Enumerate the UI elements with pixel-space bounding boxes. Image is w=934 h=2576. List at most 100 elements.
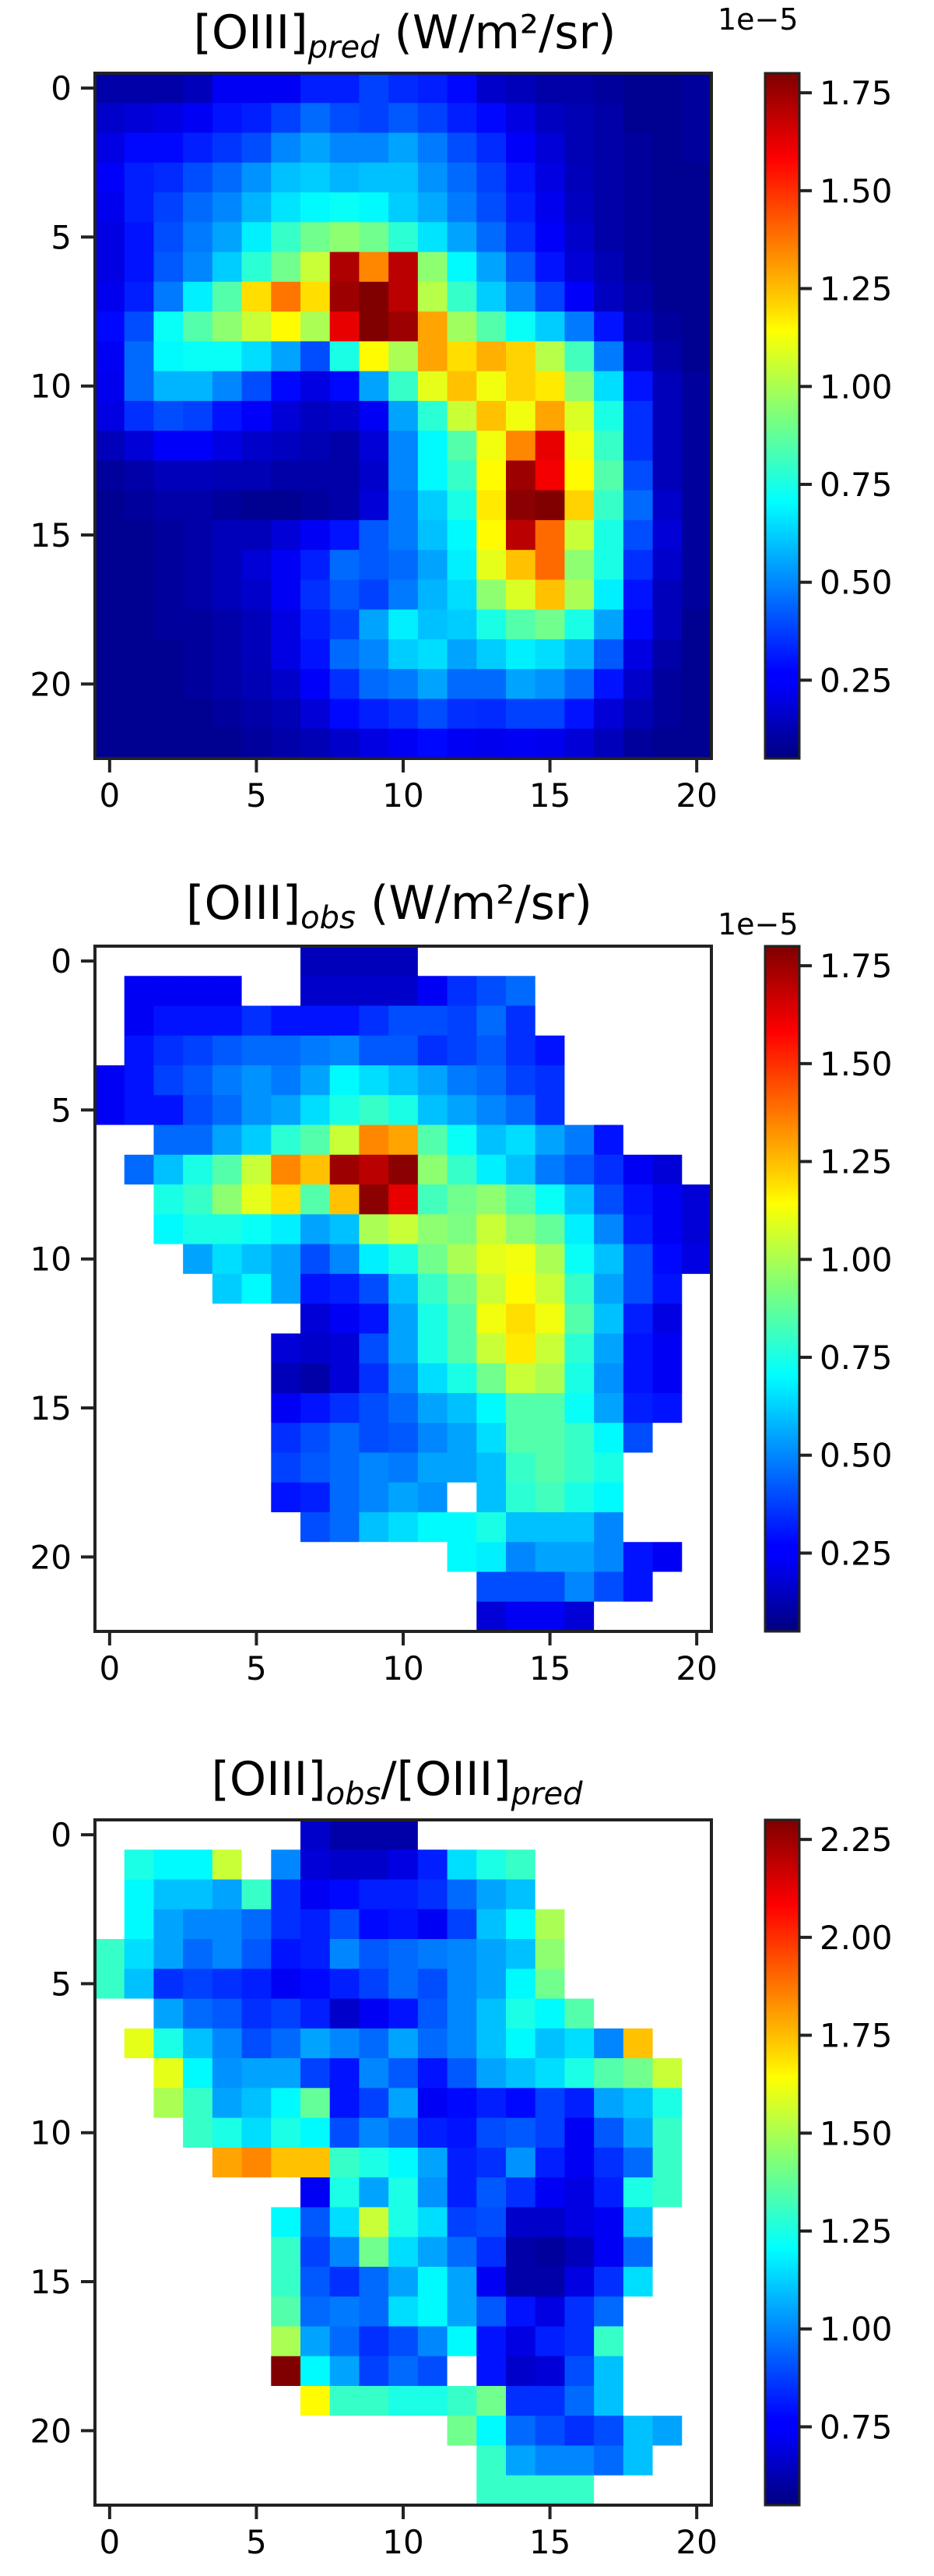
heatmap-cell xyxy=(506,1154,536,1185)
heatmap-cell xyxy=(535,103,566,134)
heatmap-cell xyxy=(300,2385,331,2416)
heatmap-cell xyxy=(388,1214,419,1245)
heatmap-cell xyxy=(241,371,272,402)
heatmap-cell xyxy=(212,2028,243,2059)
heatmap-cell-empty xyxy=(682,1571,712,1603)
heatmap-cell xyxy=(447,1998,477,2029)
heatmap-cell xyxy=(124,341,155,372)
heatmap-cell xyxy=(329,2028,360,2059)
heatmap-cell xyxy=(476,1849,507,1881)
heatmap-cell xyxy=(388,1939,419,1969)
heatmap-cell-empty xyxy=(594,1035,624,1066)
heatmap-cell xyxy=(447,2117,477,2148)
heatmap-cell xyxy=(241,1124,272,1156)
heatmap-cell-empty xyxy=(682,1849,712,1881)
heatmap-cell xyxy=(212,400,243,431)
heatmap-cell xyxy=(506,1879,536,1910)
heatmap-cell xyxy=(476,1184,507,1215)
heatmap-cell-empty xyxy=(124,2416,155,2447)
heatmap-cell xyxy=(300,162,331,193)
heatmap-cell xyxy=(476,2028,507,2059)
heatmap-cell xyxy=(124,132,155,164)
colorbar-tick-label: 1.75 xyxy=(820,74,893,112)
heatmap-cell xyxy=(564,519,595,551)
heatmap-cell xyxy=(183,609,213,640)
heatmap-cell xyxy=(359,669,389,700)
heatmap-cell xyxy=(447,1304,477,1334)
heatmap-cell xyxy=(212,2147,243,2178)
heatmap-cell xyxy=(300,1998,331,2029)
heatmap-cell xyxy=(153,281,184,312)
heatmap-cell xyxy=(447,2088,477,2119)
heatmap-cell xyxy=(329,222,360,253)
heatmap-cell xyxy=(594,519,624,551)
heatmap-cell xyxy=(564,1511,595,1543)
heatmap-cell xyxy=(594,2117,624,2148)
heatmap-cell xyxy=(271,550,301,581)
heatmap-cell xyxy=(153,1909,184,1940)
colorbar-tick-label: 0.75 xyxy=(820,2408,893,2446)
heatmap-cell-empty xyxy=(417,2475,448,2506)
heatmap-cell-empty xyxy=(95,1392,125,1423)
heatmap-cell xyxy=(241,1998,272,2029)
heatmap-cell xyxy=(359,162,389,193)
heatmap-cell xyxy=(417,1244,448,1275)
heatmap-cell xyxy=(564,252,595,283)
heatmap-cell xyxy=(623,2177,654,2208)
heatmap-cell xyxy=(300,222,331,253)
heatmap-cell xyxy=(506,400,536,431)
heatmap-cell xyxy=(359,222,389,253)
heatmap-cell xyxy=(329,2088,360,2119)
heatmap-cell xyxy=(388,2266,419,2297)
heatmap-cell-empty xyxy=(359,1542,389,1573)
heatmap-cell xyxy=(300,2147,331,2178)
heatmap-cell xyxy=(153,1998,184,2029)
colorbar-tick-label: 0.25 xyxy=(820,1534,893,1572)
heatmap-cell xyxy=(359,1333,389,1364)
heatmap-cell xyxy=(564,2445,595,2476)
heatmap-cell xyxy=(564,2236,595,2268)
heatmap-cell xyxy=(506,1184,536,1215)
heatmap-cell xyxy=(506,1095,536,1126)
heatmap-cell xyxy=(300,1969,331,2000)
heatmap-cell xyxy=(564,1244,595,1275)
colorbar-tick-label: 1.50 xyxy=(820,2114,893,2152)
heatmap-cell-empty xyxy=(594,2475,624,2506)
heatmap-cell xyxy=(447,371,477,402)
heatmap-cell xyxy=(359,1511,389,1543)
heatmap-cell xyxy=(417,2356,448,2387)
heatmap-cell xyxy=(241,132,272,164)
heatmap-cell-empty xyxy=(447,1571,477,1603)
heatmap-cell xyxy=(388,252,419,283)
heatmap-cell xyxy=(594,2088,624,2119)
heatmap-cell-empty xyxy=(623,1035,654,1066)
heatmap-cell xyxy=(300,2058,331,2089)
heatmap-cell xyxy=(95,431,125,461)
heatmap-cell-empty xyxy=(300,1601,331,1632)
heatmap-cell xyxy=(183,639,213,670)
heatmap-cell xyxy=(506,1273,536,1304)
heatmap-cell xyxy=(417,550,448,581)
colorbar xyxy=(764,945,801,1633)
heatmap-cell-empty xyxy=(95,2147,125,2178)
heatmap-cell-empty xyxy=(359,2445,389,2476)
heatmap-cell-empty xyxy=(594,976,624,1007)
heatmap-cell xyxy=(212,728,243,759)
heatmap-cell xyxy=(271,1452,301,1483)
heatmap-cell xyxy=(447,1214,477,1245)
heatmap-cell xyxy=(212,431,243,461)
heatmap-cell xyxy=(652,281,683,312)
heatmap-cell-empty xyxy=(652,2236,683,2268)
heatmap-cell xyxy=(300,460,331,491)
heatmap-cell-empty xyxy=(241,1542,272,1573)
heatmap-cell xyxy=(271,609,301,640)
heatmap-cell-empty xyxy=(95,1879,125,1910)
heatmap-cell xyxy=(447,639,477,670)
heatmap-cell xyxy=(535,519,566,551)
heatmap-cell xyxy=(359,1969,389,2000)
heatmap-cell xyxy=(124,281,155,312)
heatmap-cell xyxy=(183,1184,213,1215)
heatmap-cell xyxy=(535,1423,566,1454)
heatmap-cell-empty xyxy=(271,1601,301,1632)
heatmap-cell xyxy=(153,2088,184,2119)
